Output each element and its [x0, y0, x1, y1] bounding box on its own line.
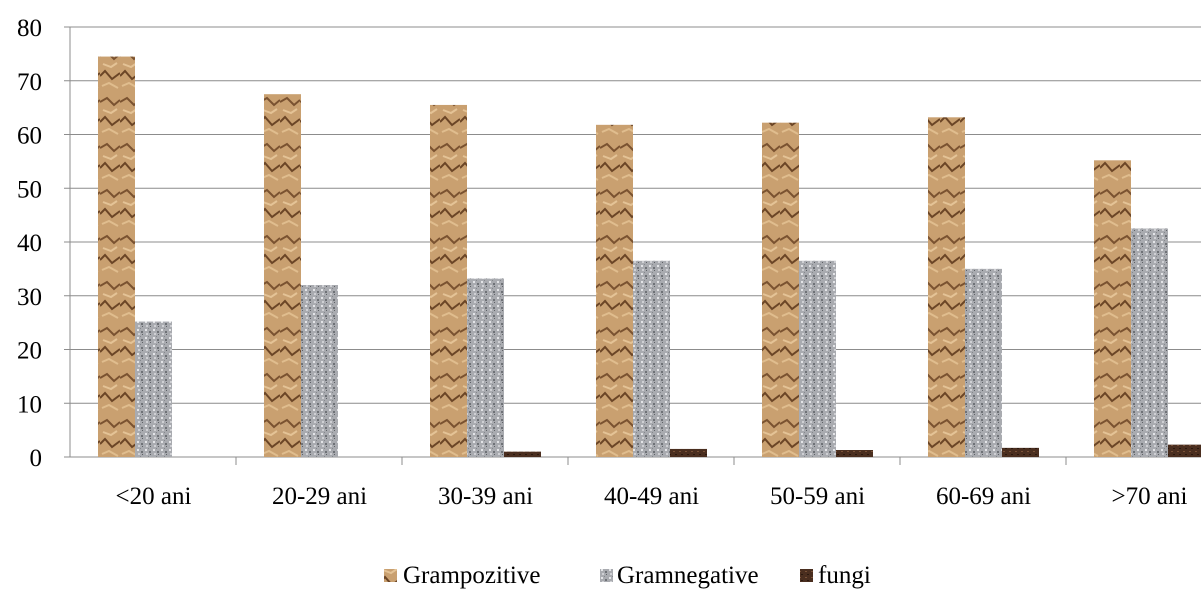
y-tick-label: 0 [30, 445, 43, 472]
bar-fungi-4 [836, 450, 873, 457]
bar-gramnegative-1 [301, 285, 338, 457]
y-tick-label: 20 [17, 338, 42, 365]
bar-grampozitive-3 [596, 124, 633, 457]
x-tick-label: 20-29 ani [272, 483, 367, 510]
bar-gramnegative-2 [467, 278, 504, 457]
bar-fungi-5 [1002, 447, 1039, 457]
y-tick-label: 70 [17, 69, 42, 96]
legend-label-fungi: fungi [818, 562, 871, 589]
y-tick-label: 10 [17, 391, 42, 418]
y-tick-label: 30 [17, 284, 42, 311]
bar-gramnegative-0 [135, 321, 172, 457]
bar-grampozitive-4 [762, 122, 799, 458]
bar-gramnegative-6 [1131, 228, 1168, 457]
bar-fungi-6 [1168, 444, 1201, 457]
x-tick-label: <20 ani [116, 483, 192, 510]
y-tick-label: 60 [17, 123, 42, 150]
bar-fungi-2 [504, 451, 541, 457]
legend-swatch-fungi [800, 569, 813, 582]
y-tick-label: 40 [17, 230, 42, 257]
legend-swatch-grampozitive [384, 569, 397, 582]
bar-gramnegative-3 [633, 260, 670, 457]
bar-grampozitive-1 [264, 94, 301, 457]
x-tick-label: 50-59 ani [770, 483, 865, 510]
bar-fungi-3 [670, 448, 707, 457]
legend-label-gramnegative: Gramnegative [617, 562, 759, 589]
tick-labels: 0 10 20 30 40 50 60 70 80 <20 ani 20-29 ani 30-39 a… [17, 15, 1187, 510]
x-tick-label: 60-69 ani [936, 483, 1031, 510]
bar-gramnegative-5 [965, 268, 1002, 457]
bar-grampozitive-2 [430, 104, 467, 457]
bars [98, 56, 1201, 458]
bar-grampozitive-0 [98, 56, 135, 457]
bar-gramnegative-4 [799, 260, 836, 457]
legend: Grampozitive Gramnegative fungi [384, 562, 871, 589]
y-tick-label: 50 [17, 176, 42, 203]
x-tick-label: 30-39 ani [438, 483, 533, 510]
y-tick-label: 80 [17, 15, 42, 42]
legend-swatch-gramnegative [600, 569, 613, 582]
bar-grampozitive-6 [1094, 160, 1131, 458]
x-tick-label: 40-49 ani [604, 483, 699, 510]
x-tick-label: >70 ani [1112, 483, 1188, 510]
bar-grampozitive-5 [928, 117, 965, 458]
legend-label-grampozitive: Grampozitive [403, 562, 540, 589]
